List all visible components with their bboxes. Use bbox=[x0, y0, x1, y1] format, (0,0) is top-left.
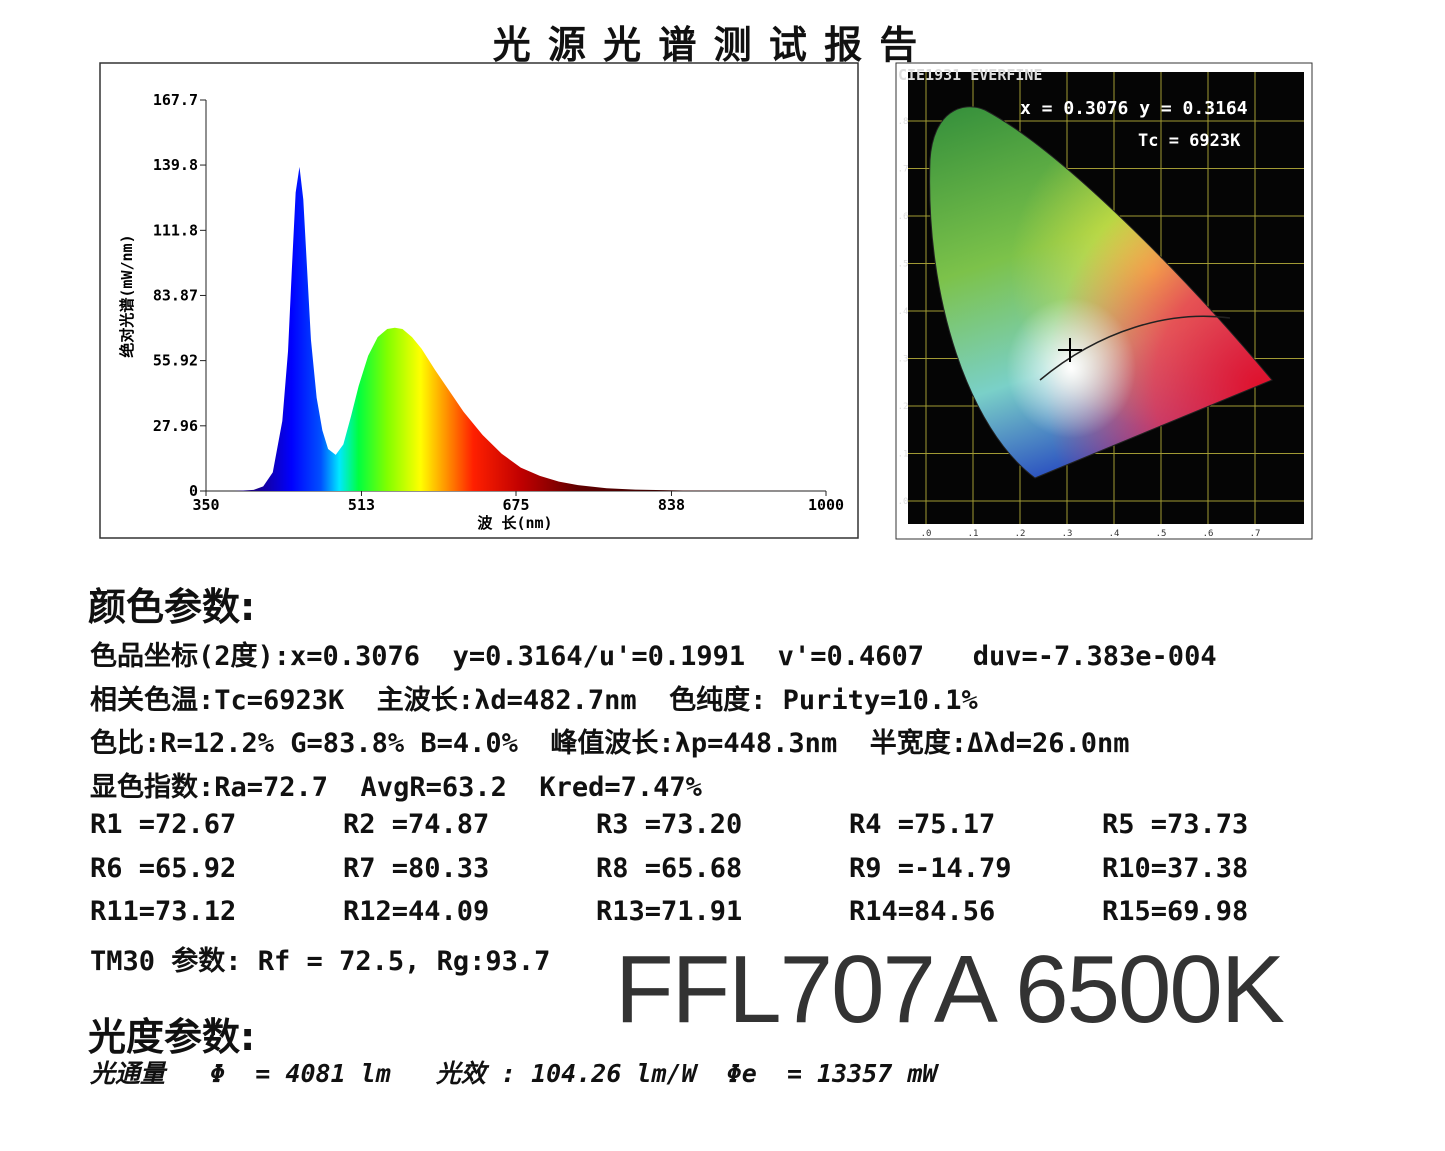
cie-x-tick-label: .4 bbox=[1109, 529, 1120, 539]
y-axis-label: 绝对光谱(mW/nm) bbox=[118, 234, 136, 357]
cri-cell: R10=37.38 bbox=[1102, 852, 1249, 884]
param-line: 色品坐标(2度):x=0.3076 y=0.3164/u'=0.1991 v'=… bbox=[90, 641, 1217, 672]
cri-cell: R1 =72.67 bbox=[90, 809, 237, 840]
section-heading: 颜色参数: bbox=[88, 585, 256, 629]
cri-cell: R2 =74.87 bbox=[343, 809, 490, 840]
section-heading: 光度参数: bbox=[88, 1015, 256, 1059]
cie-x-tick-label: .1 bbox=[968, 529, 979, 539]
cie-cct: Tc = 6923K bbox=[1138, 131, 1241, 151]
cri-cell: R9 =-14.79 bbox=[849, 852, 1012, 884]
cie-y-tick-label: .3 bbox=[898, 355, 909, 365]
cie-coords: x = 0.3076 y = 0.3164 bbox=[1020, 98, 1248, 119]
cri-cell: R12=44.09 bbox=[343, 896, 490, 927]
x-tick-label: 1000 bbox=[808, 496, 844, 514]
report-title: 光 源 光 谱 测 试 报 告 bbox=[492, 23, 920, 67]
y-tick-label: 139.8 bbox=[153, 156, 198, 174]
cie-y-tick-label: .5 bbox=[898, 260, 909, 270]
cie-x-tick-label: .5 bbox=[1156, 529, 1167, 539]
cri-cell: R14=84.56 bbox=[849, 896, 996, 927]
y-tick-label: 111.8 bbox=[153, 221, 198, 239]
y-tick-label: 83.87 bbox=[153, 286, 198, 304]
cie-y-tick-label: .4 bbox=[898, 307, 909, 317]
cri-cell: R7 =80.33 bbox=[343, 852, 490, 884]
cie-y-tick-label: .7 bbox=[898, 165, 909, 175]
param-line: 显色指数:Ra=72.7 AvgR=63.2 Kred=7.47% bbox=[90, 771, 702, 803]
cri-cell: R5 =73.73 bbox=[1102, 809, 1249, 840]
planckian-locus bbox=[1039, 315, 1231, 381]
spectrum-chart: 绝对光谱(mW/nm) 波 长(nm) CIE1931 EVERFINE x =… bbox=[99, 62, 1313, 540]
y-tick-label: 167.7 bbox=[153, 91, 198, 109]
model-label: FFL707A 6500K bbox=[615, 936, 1285, 1043]
cie-x-tick-label: .2 bbox=[1015, 529, 1026, 539]
cri-cell: R13=71.91 bbox=[596, 896, 743, 927]
cie-y-tick-label: .0 bbox=[898, 497, 909, 507]
x-axis-label: 波 长(nm) bbox=[477, 514, 552, 532]
cie-x-tick-label: .0 bbox=[921, 529, 932, 539]
cie-x-tick-label: .7 bbox=[1250, 529, 1261, 539]
x-tick-label: 350 bbox=[192, 496, 219, 514]
x-tick-label: 675 bbox=[502, 496, 529, 514]
param-line: 色比:R=12.2% G=83.8% B=4.0% 峰值波长:λp=448.3n… bbox=[90, 728, 1130, 759]
chart-frame bbox=[99, 62, 859, 539]
cri-cell: R8 =65.68 bbox=[596, 852, 743, 884]
cri-cell: R15=69.98 bbox=[1102, 896, 1249, 927]
cie-x-tick-label: .3 bbox=[1062, 529, 1073, 539]
cie-y-tick-label: .8 bbox=[898, 117, 909, 127]
x-tick-label: 513 bbox=[348, 496, 375, 514]
x-tick-label: 838 bbox=[658, 496, 685, 514]
cri-cell: R4 =75.17 bbox=[849, 809, 996, 840]
tm30-line: TM30 参数: Rf = 72.5, Rg:93.7 bbox=[90, 946, 551, 977]
spectrum-area bbox=[234, 166, 827, 491]
cri-cell: R11=73.12 bbox=[90, 896, 237, 927]
y-tick-label: 27.96 bbox=[153, 417, 198, 435]
cie-y-tick-label: .1 bbox=[898, 450, 909, 460]
param-line: 相关色温:Tc=6923K 主波长:λd=482.7nm 色纯度: Purity… bbox=[90, 684, 978, 716]
y-tick-label: 0 bbox=[189, 482, 198, 500]
photometric-line: 光通量 Φ = 4081 lm 光效 : 104.26 lm/W Φe = 13… bbox=[90, 1059, 938, 1088]
cri-cell: R6 =65.92 bbox=[90, 852, 237, 884]
cri-cell: R3 =73.20 bbox=[596, 809, 743, 840]
y-tick-label: 55.92 bbox=[153, 352, 198, 370]
cie-y-tick-label: .6 bbox=[898, 212, 909, 222]
cie-title: CIE1931 EVERFINE bbox=[898, 66, 1043, 84]
cie-x-tick-label: .6 bbox=[1203, 529, 1214, 539]
cie-y-tick-label: .2 bbox=[898, 402, 909, 412]
spectral-locus bbox=[929, 106, 1273, 479]
